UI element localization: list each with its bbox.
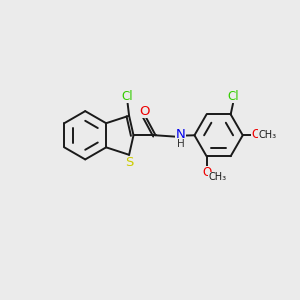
Text: O: O (140, 105, 150, 118)
Text: CH₃: CH₃ (209, 172, 227, 182)
Text: Cl: Cl (228, 90, 239, 103)
Text: H: H (177, 139, 185, 149)
Text: Cl: Cl (122, 90, 134, 103)
Text: N: N (176, 128, 186, 142)
Text: CH₃: CH₃ (258, 130, 277, 140)
Text: O: O (202, 166, 212, 179)
Text: O: O (251, 128, 261, 142)
Text: S: S (125, 156, 133, 169)
